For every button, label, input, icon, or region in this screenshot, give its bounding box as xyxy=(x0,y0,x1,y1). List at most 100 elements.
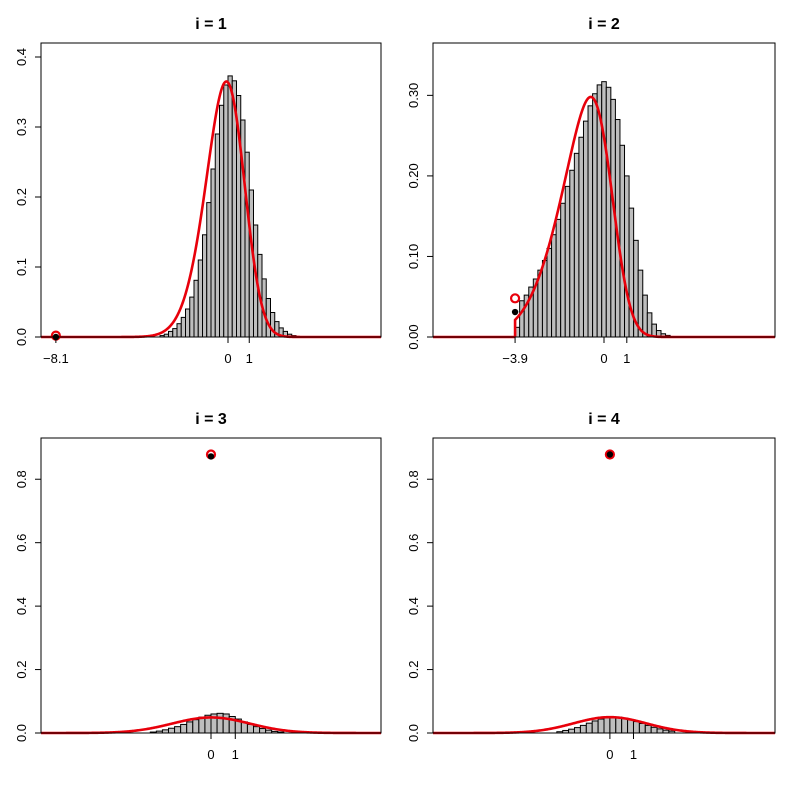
x-tick-label: 0 xyxy=(207,747,214,762)
histogram-bar xyxy=(609,716,617,734)
histogram-bar xyxy=(619,144,626,338)
histogram-bar xyxy=(176,323,182,338)
histogram-bar xyxy=(551,234,557,338)
histogram-bar xyxy=(246,723,255,734)
plot-frame xyxy=(40,437,382,734)
histogram-bar xyxy=(216,712,224,734)
histogram-bar xyxy=(564,185,571,338)
histogram-bar xyxy=(227,75,233,338)
histogram-bar xyxy=(638,722,646,734)
histogram-bar xyxy=(197,259,203,338)
histogram-bar xyxy=(519,300,525,338)
histogram-bar xyxy=(560,202,566,338)
histogram-bar xyxy=(574,727,581,734)
panel-title: i = 3 xyxy=(195,411,227,428)
histogram-bar xyxy=(172,328,178,338)
y-tick-label: 0.20 xyxy=(406,163,421,188)
histogram-bar xyxy=(541,259,548,338)
histogram-bar xyxy=(573,152,580,338)
histogram-bar xyxy=(186,721,194,734)
histogram-bar xyxy=(214,133,220,338)
histogram-bar xyxy=(579,724,587,734)
y-tick-label: 0.6 xyxy=(14,534,29,552)
histogram-bar xyxy=(603,717,611,734)
panel-i-2: i = 2 −3.9 0 1 0.00 0.10 0.20 0.30 xyxy=(406,16,776,366)
y-tick-label: 0.6 xyxy=(406,534,421,552)
panel-title: i = 4 xyxy=(588,411,620,428)
histogram-bar xyxy=(585,722,593,734)
y-tick-label: 0.8 xyxy=(14,470,29,488)
x-tick-label: 1 xyxy=(630,747,637,762)
histogram-bar xyxy=(193,279,199,338)
y-tick-label: 0.4 xyxy=(406,597,421,615)
y-tick-label: 0.10 xyxy=(406,244,421,269)
histogram-bar xyxy=(174,726,182,734)
histogram-bar xyxy=(627,719,634,734)
histogram-bar xyxy=(192,719,200,734)
y-tick-label: 0.4 xyxy=(14,48,29,66)
histogram-bar xyxy=(587,105,594,338)
histogram-bar xyxy=(642,294,648,338)
plot-frame xyxy=(40,42,382,338)
y-tick-label: 0.3 xyxy=(14,118,29,136)
x-tick-label: −8.1 xyxy=(43,351,69,366)
histogram-bar xyxy=(632,721,640,734)
histogram-bar xyxy=(568,728,576,734)
histogram-bar xyxy=(223,84,229,338)
x-tick-label: 0 xyxy=(600,351,607,366)
histogram-bar xyxy=(259,728,267,734)
histogram-bar xyxy=(244,151,250,338)
y-tick-label: 0.2 xyxy=(14,188,29,206)
x-tick-label: 1 xyxy=(246,351,253,366)
y-tick-label: 0.0 xyxy=(14,724,29,742)
panel-title: i = 2 xyxy=(588,16,620,33)
y-tick-label: 0.30 xyxy=(406,83,421,108)
y-tick-label: 0.0 xyxy=(14,328,29,346)
x-tick-label: 0 xyxy=(606,747,613,762)
x-tick-label: −3.9 xyxy=(502,351,528,366)
y-tick-label: 0.2 xyxy=(406,661,421,679)
histogram-bar xyxy=(168,727,176,734)
histogram-bar xyxy=(555,218,562,338)
x-tick-label: 0 xyxy=(224,351,231,366)
histogram-bar xyxy=(198,716,206,734)
x-tick-label: 1 xyxy=(232,747,239,762)
histogram-bar xyxy=(605,86,612,338)
histogram-bar xyxy=(569,169,575,338)
histogram-bar xyxy=(219,104,225,338)
y-tick-label: 0.0 xyxy=(406,724,421,742)
y-tick-label: 0.2 xyxy=(14,661,29,679)
histogram-bar xyxy=(210,168,216,338)
histogram-bar xyxy=(180,316,186,338)
empirical-point-mass-marker xyxy=(511,308,519,316)
histogram-bar xyxy=(222,713,230,734)
histogram-bar xyxy=(624,175,630,338)
y-tick-label: 0.4 xyxy=(14,597,29,615)
panel-title: i = 1 xyxy=(195,16,227,33)
empirical-point-mass-marker xyxy=(207,453,215,460)
histogram-bar xyxy=(202,234,208,338)
histogram-bar xyxy=(248,189,254,338)
histogram-bar xyxy=(597,718,605,734)
histogram-bar xyxy=(592,93,598,338)
histogram-bar xyxy=(644,724,652,734)
histogram-bar xyxy=(591,720,599,734)
histogram-bar xyxy=(615,716,623,734)
histogram-bar xyxy=(253,726,261,734)
histogram-bar xyxy=(189,296,195,338)
histogram-bar xyxy=(546,247,553,338)
histogram-bar xyxy=(601,81,607,338)
y-tick-label: 0.00 xyxy=(406,324,421,349)
plot-frame xyxy=(432,437,776,734)
histogram-bar xyxy=(578,136,584,338)
histogram-bar xyxy=(168,330,174,338)
x-tick-label: 1 xyxy=(623,351,630,366)
y-tick-label: 0.8 xyxy=(406,470,421,488)
histogram-bar xyxy=(650,726,658,734)
histogram-bar xyxy=(656,728,664,734)
panel-i-3: i = 3 0 1 0.0 0.2 0.4 0.6 0.8 xyxy=(14,411,382,762)
model-point-mass-marker xyxy=(509,293,521,304)
histogram-bar xyxy=(206,202,212,338)
histogram-bar xyxy=(185,308,191,338)
